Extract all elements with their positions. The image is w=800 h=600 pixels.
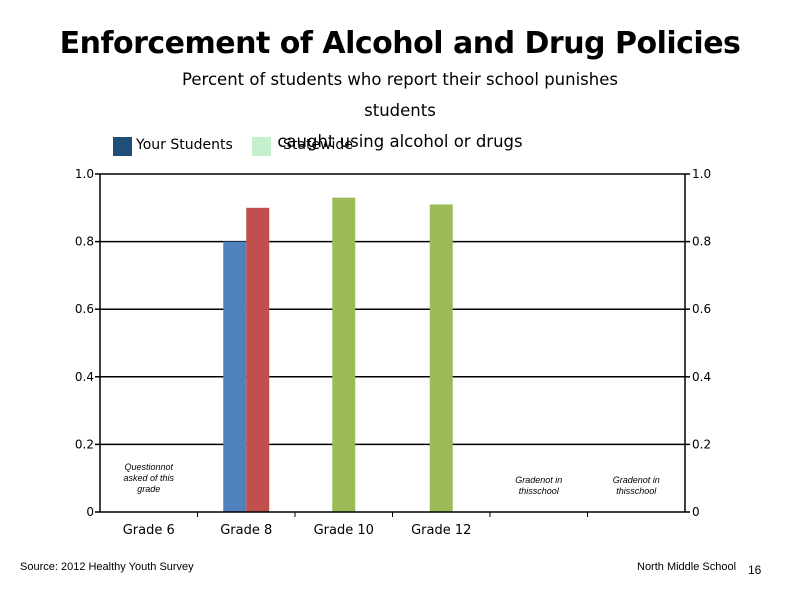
y-tick-label-right: 0	[692, 505, 700, 519]
y-tick-label-right: 0.2	[692, 437, 711, 451]
y-tick-label-left: 0.8	[75, 235, 94, 249]
tick-labels: 0 0 0.2 0.2 0.4 0.4 0.6 0.6 0.8 0.8 1.0 1.0	[75, 167, 711, 519]
source-note: Source: 2012 Healthy Youth Survey	[20, 561, 194, 573]
subtitle-line-2: caught using alcohol or drugs	[277, 132, 523, 151]
annotation-text: asked of this	[123, 473, 174, 483]
annotation-text: Questionnot	[124, 462, 173, 472]
x-category-label: Grade 6	[123, 523, 175, 538]
y-tick-label-left: 0	[86, 505, 94, 519]
legend-swatch-statewide	[252, 137, 271, 156]
annotation-text: Gradenot in	[613, 475, 660, 485]
y-tick-label-right: 0.4	[692, 370, 711, 384]
annotation-text: thisschool	[519, 486, 560, 496]
legend-swatch-your-students	[113, 137, 132, 156]
annotation-text: grade	[137, 484, 160, 494]
y-tick-label-left: 1.0	[75, 167, 94, 181]
gridlines	[100, 173, 685, 446]
category-labels: Grade 6 Grade 8 Grade 10 Grade 12	[123, 523, 472, 538]
y-tick-label-right: 0.8	[692, 235, 711, 249]
annotation-text: Gradenot in	[515, 475, 562, 485]
annotation-text: thisschool	[616, 486, 657, 496]
axes	[95, 173, 690, 517]
x-category-label: Grade 8	[220, 523, 272, 538]
legend-label-statewide: Statewide	[283, 137, 353, 153]
chart-subtitle: Percent of students who report their sch…	[150, 64, 650, 157]
bar-statewide	[429, 204, 453, 513]
page-number: 16	[748, 563, 762, 577]
x-category-label: Grade 10	[314, 523, 374, 538]
y-tick-label-right: 0.6	[692, 302, 711, 316]
bar-your-students	[223, 241, 247, 512]
bar-statewide	[246, 207, 270, 513]
school-name: North Middle School	[637, 561, 737, 573]
bar-statewide	[332, 197, 356, 512]
y-tick-label-left: 0.4	[75, 370, 94, 384]
y-tick-label-left: 0.2	[75, 437, 94, 451]
bars	[223, 197, 453, 513]
y-tick-label-left: 0.6	[75, 302, 94, 316]
x-category-label: Grade 12	[411, 523, 471, 538]
subtitle-line-1: Percent of students who report their sch…	[182, 70, 618, 120]
legend-label-your-students: Your Students	[136, 137, 233, 153]
chart-title: Enforcement of Alcohol and Drug Policies	[59, 26, 741, 61]
y-tick-label-right: 1.0	[692, 167, 711, 181]
